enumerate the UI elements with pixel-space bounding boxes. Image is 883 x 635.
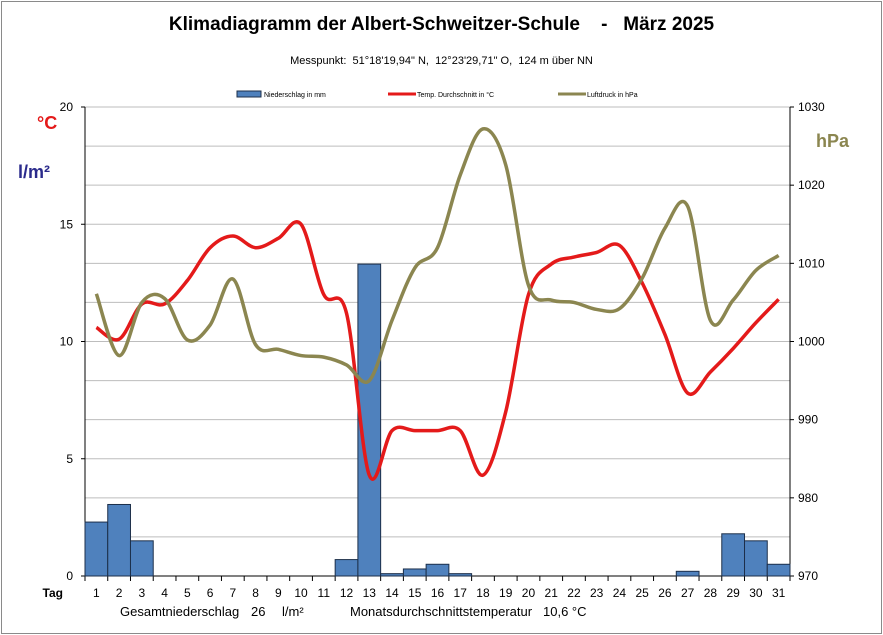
x-axis-label: Tag	[43, 586, 63, 600]
precip-bar	[744, 540, 768, 577]
precip-bar	[425, 563, 450, 577]
right-tick-label: 1030	[798, 100, 825, 114]
x-tick-label: 6	[207, 586, 214, 600]
precip-bar	[402, 568, 427, 577]
left-tick-label: 10	[60, 335, 74, 349]
avg-temp-label: Monatsdurchschnittstemperatur	[350, 604, 533, 619]
chart-subtitle: Messpunkt: 51°18'19,94" N, 12°23'29,71" …	[290, 55, 593, 67]
left-tick-label: 15	[60, 217, 74, 231]
x-tick-label: 26	[658, 586, 672, 600]
x-tick-label: 2	[116, 586, 123, 600]
precip-bar	[766, 563, 791, 577]
x-tick-label: 18	[476, 586, 490, 600]
x-tick-label: 15	[408, 586, 422, 600]
x-tick-label: 21	[545, 586, 559, 600]
x-tick-label: 27	[681, 586, 695, 600]
pressure-unit-label: hPa	[816, 131, 850, 151]
right-tick-label: 1010	[798, 256, 825, 270]
total-precip-label: Gesamtniederschlag	[120, 604, 240, 619]
legend-label-precip: Niederschlag in mm	[264, 92, 326, 99]
legend-swatch-precip	[236, 90, 262, 98]
x-tick-label: 17	[454, 586, 468, 600]
temperature-line	[95, 220, 780, 481]
x-tick-label: 7	[229, 586, 236, 600]
x-tick-label: 9	[275, 586, 282, 600]
precip-bar	[721, 533, 746, 577]
x-tick-label: 28	[704, 586, 718, 600]
legend-label-temp: Temp. Durchschnitt in °C	[417, 91, 494, 99]
right-tick-label: 1000	[798, 335, 825, 349]
right-tick-label: 970	[798, 569, 818, 583]
x-tick-label: 5	[184, 586, 191, 600]
right-tick-label: 990	[798, 413, 818, 427]
left-tick-label: 20	[60, 100, 74, 114]
total-precip-value: 26	[251, 604, 266, 619]
x-tick-label: 16	[431, 586, 445, 600]
x-tick-label: 19	[499, 586, 513, 600]
precip-unit-label: l/m²	[18, 162, 51, 182]
x-tick-label: 20	[522, 586, 536, 600]
x-tick-label: 11	[318, 586, 331, 600]
avg-temp-value: 10,6 °C	[543, 604, 587, 619]
precip-bar	[129, 540, 154, 577]
total-precip-unit: l/m²	[282, 604, 304, 619]
x-tick-label: 29	[726, 586, 740, 600]
precip-bar	[107, 503, 131, 577]
x-tick-label: 14	[385, 586, 399, 600]
right-tick-label: 980	[798, 491, 818, 505]
x-tick-label: 23	[590, 586, 604, 600]
right-tick-label: 1020	[798, 178, 825, 192]
x-tick-label: 4	[161, 586, 168, 600]
precip-bar	[675, 570, 700, 577]
x-tick-label: 25	[635, 586, 649, 600]
x-tick-label: 10	[294, 586, 308, 600]
precip-bar	[380, 573, 404, 577]
x-tick-label: 8	[252, 586, 259, 600]
x-tick-label: 30	[749, 586, 763, 600]
legend-label-pressure: Luftdruck in hPa	[587, 92, 638, 99]
x-tick-label: 12	[340, 586, 354, 600]
precip-bar	[357, 263, 382, 577]
x-tick-label: 31	[772, 586, 786, 600]
left-tick-label: 0	[66, 569, 73, 583]
x-tick-label: 1	[93, 586, 100, 600]
x-tick-label: 3	[139, 586, 146, 600]
chart-title: Klimadiagramm der Albert-Schweitzer-Schu…	[168, 14, 715, 35]
left-tick-label: 5	[66, 452, 73, 466]
pressure-line	[94, 127, 780, 384]
celsius-unit-label: °C	[37, 113, 58, 133]
x-tick-label: 13	[363, 586, 377, 600]
precip-bar	[448, 573, 473, 577]
x-tick-label: 22	[567, 586, 581, 600]
precip-bar	[334, 559, 359, 577]
x-tick-label: 24	[613, 586, 627, 600]
precip-bar	[84, 521, 109, 577]
